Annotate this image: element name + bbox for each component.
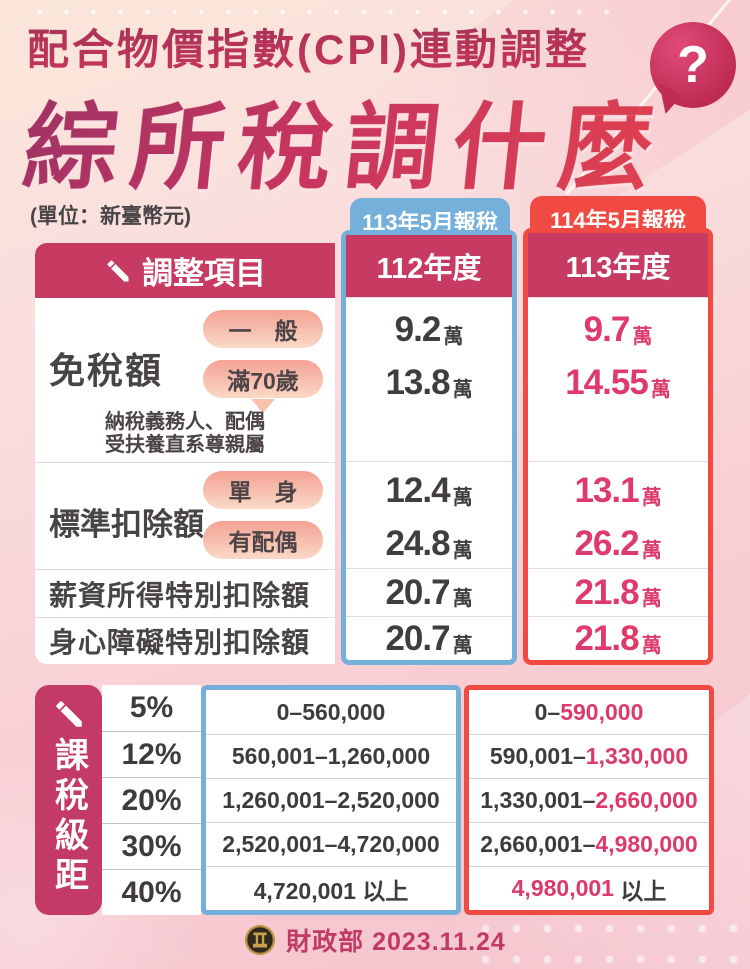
year-112-header: 112年度 bbox=[346, 235, 512, 297]
rate-cell: 20% bbox=[102, 777, 201, 823]
value-salary-112: 20.7 萬 bbox=[346, 568, 512, 616]
row-exemption: 免稅額 一 般 滿70歲 納稅義務人、配偶 受扶養直系尊親屬 bbox=[35, 298, 335, 462]
bracket-ranges-112-column: 0–560,000 560,001–1,260,000 1,260,001–2,… bbox=[201, 685, 461, 915]
unit-label: (單位：新臺幣元) bbox=[30, 205, 191, 228]
value-disability-112: 20.7 萬 bbox=[346, 616, 512, 661]
value: 14.55 萬 bbox=[565, 363, 671, 402]
range-cell: 0– 590,000 bbox=[534, 698, 644, 725]
range-cell: 4,980,001 以上 bbox=[469, 866, 709, 910]
row-label: 身心障礙特別扣除額 bbox=[49, 626, 311, 658]
adjustment-items-column: 調整項目 免稅額 一 般 滿70歲 納稅義務人、配偶 受扶養直系尊親屬 標準扣除… bbox=[35, 243, 335, 664]
rate-cell: 30% bbox=[102, 823, 201, 869]
range-cell: 560,001–1,260,000 bbox=[206, 734, 456, 778]
row-salary-special-deduction: 薪資所得特別扣除額 bbox=[35, 569, 335, 617]
note-line: 受扶養直系尊親屬 bbox=[105, 434, 265, 456]
pencil-icon bbox=[107, 260, 129, 281]
dot-pattern-bottom bbox=[470, 913, 750, 969]
values-standard-deduction-113: 13.1 萬 26.2 萬 bbox=[528, 461, 708, 568]
year-113-header: 113年度 bbox=[528, 233, 708, 297]
row-label: 標準扣除額 bbox=[49, 507, 204, 542]
value: 26.2 萬 bbox=[574, 524, 662, 563]
rate-cell: 40% bbox=[102, 869, 201, 915]
year-113-column: 113年度 9.7 萬 14.55 萬 13.1 萬 26.2 萬 21.8 萬 21.8… bbox=[523, 228, 713, 665]
value: 21.8 萬 bbox=[574, 619, 662, 658]
value: 9.2 萬 bbox=[394, 310, 464, 349]
page-title: 綜所稅調什麼 bbox=[18, 72, 674, 208]
tax-bracket-sidebar: 課稅級距 bbox=[35, 685, 102, 915]
pill-over-70: 滿70歲 bbox=[203, 360, 323, 398]
rate-cell: 12% bbox=[102, 731, 201, 777]
range-cell: 1,260,001–2,520,000 bbox=[206, 778, 456, 822]
range-cell: 590,001– 1,330,000 bbox=[469, 734, 709, 778]
question-mark-icon: ? bbox=[677, 36, 709, 94]
dot-pattern-top bbox=[26, 5, 626, 19]
note-line: 納稅義務人、配偶 bbox=[105, 411, 265, 433]
range-cell: 4,720,001 以上 bbox=[206, 866, 456, 910]
range-cell: 2,520,001–4,720,000 bbox=[206, 822, 456, 866]
values-exemption-112: 9.2 萬 13.8 萬 bbox=[346, 297, 512, 461]
tax-bracket-label: 課稅級距 bbox=[49, 737, 88, 897]
values-exemption-113: 9.7 萬 14.55 萬 bbox=[528, 297, 708, 461]
value: 20.7 萬 bbox=[385, 619, 473, 658]
arrow-down-icon bbox=[251, 399, 275, 413]
range-cell: 1,330,001– 2,660,000 bbox=[469, 778, 709, 822]
row-label: 薪資所得特別扣除額 bbox=[49, 579, 311, 611]
footer-credit: 財政部 2023.11.24 bbox=[286, 928, 506, 956]
value: 13.8 萬 bbox=[385, 363, 473, 402]
footer: 財政部 2023.11.24 bbox=[0, 922, 750, 958]
pill-general: 一 般 bbox=[203, 310, 323, 348]
value: 13.1 萬 bbox=[574, 471, 662, 510]
value: 9.7 萬 bbox=[583, 310, 653, 349]
pill-single: 單 身 bbox=[203, 471, 323, 509]
ministry-emblem-icon bbox=[245, 924, 276, 956]
bracket-ranges-113-column: 0– 590,000 590,001– 1,330,000 1,330,001– 2,… bbox=[464, 685, 714, 915]
row-label: 免稅額 bbox=[49, 350, 164, 391]
row-disability-special-deduction: 身心障礙特別扣除額 bbox=[35, 617, 335, 663]
value: 12.4 萬 bbox=[385, 471, 473, 510]
items-header-label: 調整項目 bbox=[142, 256, 266, 291]
subtitle: 配合物價指數(CPI)連動調整 bbox=[27, 16, 590, 77]
items-header: 調整項目 bbox=[35, 243, 335, 298]
row-standard-deduction: 標準扣除額 單 身 有配偶 bbox=[35, 462, 335, 569]
exemption-note: 納稅義務人、配偶 受扶養直系尊親屬 bbox=[35, 411, 335, 457]
rate-cell: 5% bbox=[129, 691, 174, 724]
values-standard-deduction-112: 12.4 萬 24.8 萬 bbox=[346, 461, 512, 568]
year-112-column: 112年度 9.2 萬 13.8 萬 12.4 萬 24.8 萬 20.7 萬 20.7 萬 bbox=[341, 230, 517, 665]
range-cell: 0–560,000 bbox=[276, 698, 386, 725]
pencil-icon bbox=[55, 701, 82, 727]
value: 21.8 萬 bbox=[574, 572, 662, 612]
value-salary-113: 21.8 萬 bbox=[528, 568, 708, 616]
question-bubble-icon: ? bbox=[647, 22, 736, 117]
range-cell: 2,660,001– 4,980,000 bbox=[469, 822, 709, 866]
value: 20.7 萬 bbox=[385, 572, 473, 612]
pill-married: 有配偶 bbox=[203, 521, 323, 559]
value: 24.8 萬 bbox=[385, 524, 473, 563]
value-disability-113: 21.8 萬 bbox=[528, 616, 708, 661]
tax-rate-column: 5% 12% 20% 30% 40% bbox=[102, 685, 201, 915]
